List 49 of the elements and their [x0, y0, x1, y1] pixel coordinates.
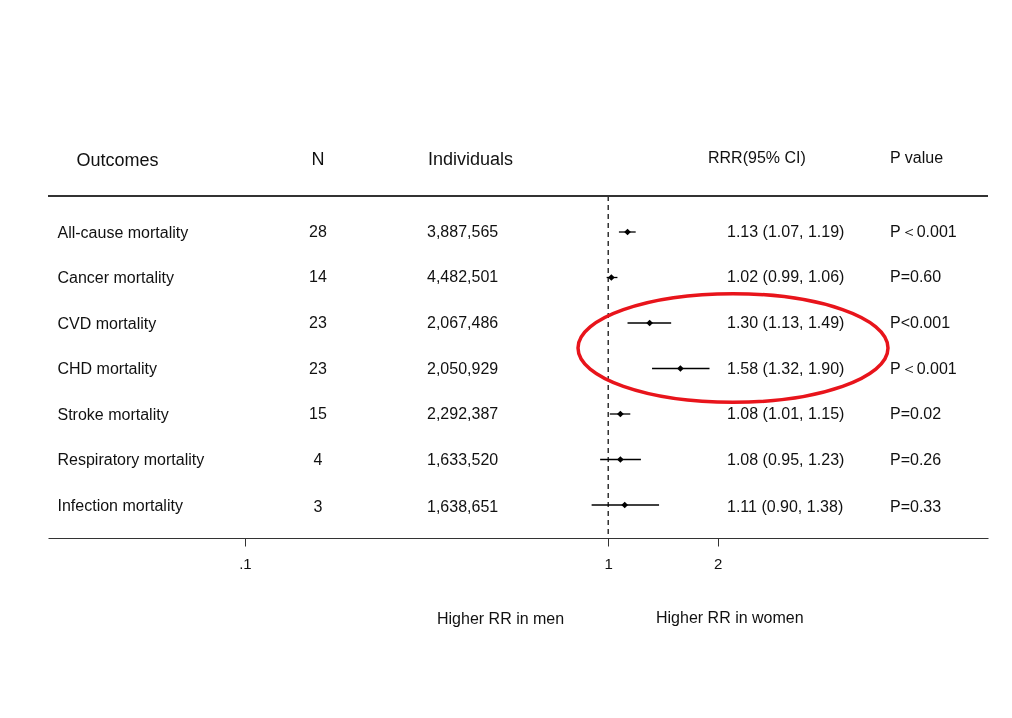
- annotation: 3: [313, 498, 323, 515]
- annotation: 1.08 (0.95, 1.23): [727, 451, 845, 468]
- x-tick-label: 2: [713, 554, 723, 572]
- annotation: P＜0.001: [890, 360, 957, 377]
- annotation: 1,638,651: [427, 498, 499, 515]
- y-tick-label: Infection mortality: [57, 496, 183, 514]
- annotation: 1.02 (0.99, 1.06): [727, 268, 845, 285]
- y-tick-label: CHD mortality: [57, 360, 158, 377]
- annotation: 14: [309, 268, 327, 285]
- text: Higher RR in women: [656, 609, 804, 626]
- annotation: P=0.02: [890, 405, 942, 422]
- annotation: 3,887,565: [427, 223, 499, 240]
- text: RRR(95% CI): [708, 149, 806, 166]
- y-tick-label: CVD mortality: [57, 314, 157, 332]
- annotation: P=0.33: [890, 498, 942, 515]
- annotation: P<0.001: [890, 314, 951, 331]
- annotation: 15: [309, 405, 327, 422]
- annotation: 1.13 (1.07, 1.19): [727, 223, 845, 240]
- annotation: P=0.60: [890, 268, 942, 285]
- y-tick-label: Respiratory mortality: [57, 451, 205, 468]
- x-tick-label: 1: [604, 554, 613, 572]
- annotation: 23: [309, 314, 327, 331]
- text: N: [311, 149, 325, 169]
- annotation: P=0.26: [890, 451, 942, 468]
- point: [608, 274, 615, 281]
- annotation: 1.30 (1.13, 1.49): [727, 314, 845, 331]
- annotation: 1.58 (1.32, 1.90): [727, 360, 845, 377]
- x-tick-label: .1: [239, 554, 252, 572]
- annotation: 2,050,929: [427, 360, 499, 377]
- annotation: 28: [309, 223, 327, 240]
- text: P value: [890, 149, 944, 166]
- y-tick-label: Stroke mortality: [57, 405, 169, 423]
- point: [621, 501, 629, 509]
- annotation: 4,482,501: [427, 268, 499, 285]
- text: Individuals: [428, 149, 514, 169]
- text: Higher RR in men: [437, 610, 565, 627]
- annotation: 1.08 (1.01, 1.15): [727, 405, 845, 422]
- annotation: 23: [309, 360, 327, 377]
- y-tick-label: All-cause mortality: [57, 223, 189, 241]
- annotation: 2,292,387: [427, 405, 499, 422]
- point: [677, 365, 684, 372]
- y-tick-label: Cancer mortality: [57, 269, 174, 286]
- annotation: P＜0.001: [890, 223, 957, 240]
- y-axis-title: Outcomes: [76, 149, 159, 170]
- annotation: 1.11 (0.90, 1.38): [727, 498, 844, 515]
- point: [617, 456, 624, 463]
- annotation: 1,633,520: [427, 451, 499, 468]
- annotation: 4: [313, 451, 323, 468]
- annotation: 2,067,486: [427, 314, 499, 331]
